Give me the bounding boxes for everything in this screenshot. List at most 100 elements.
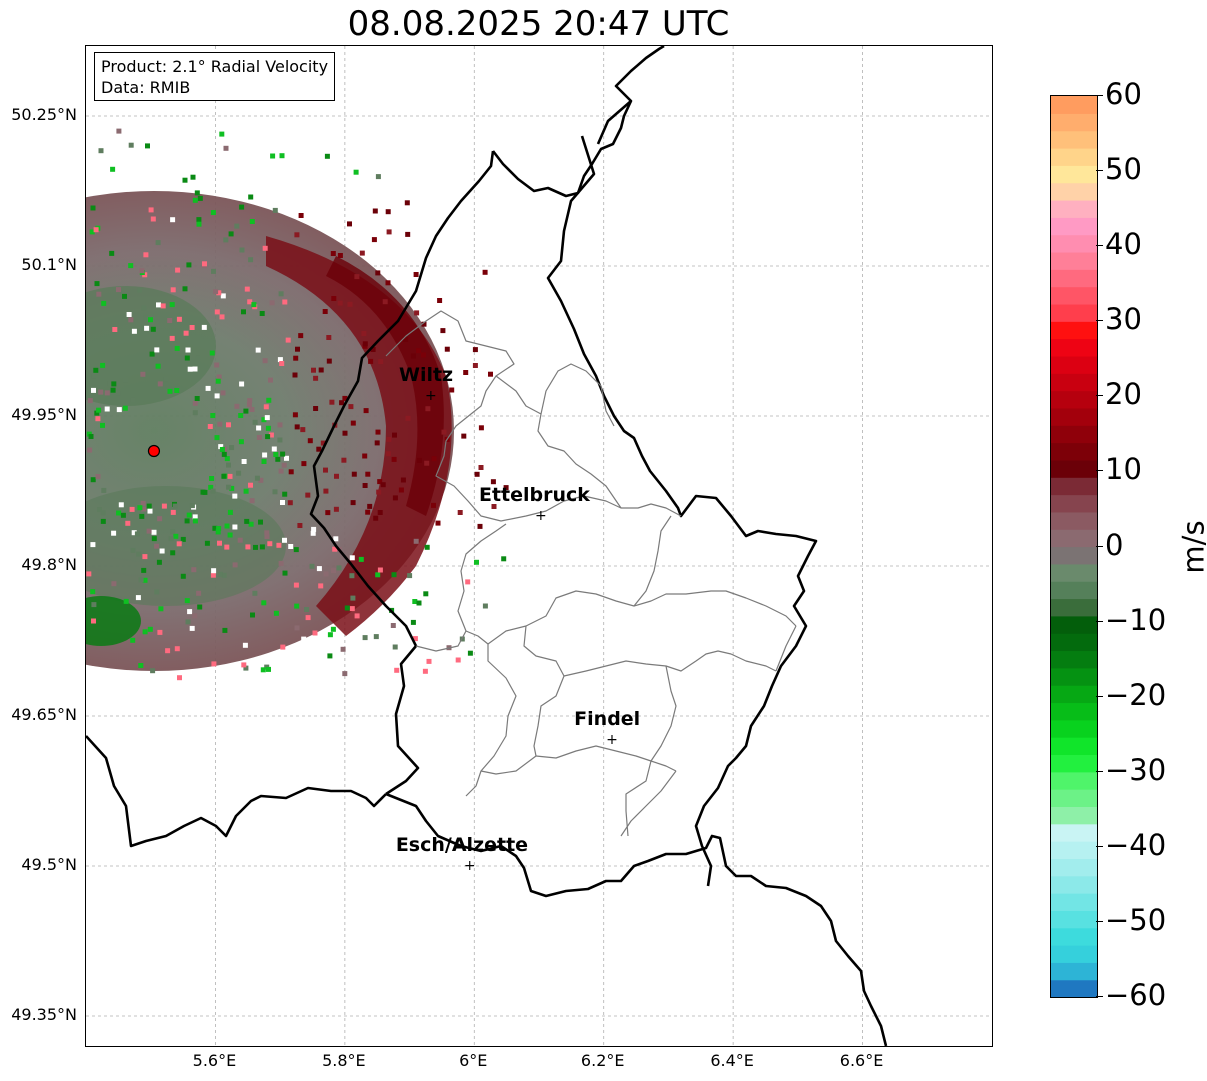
- colorbar-segment: [1051, 321, 1097, 340]
- colorbar-tick-mark: [1096, 620, 1103, 622]
- colorbar-segment: [1051, 893, 1097, 911]
- colorbar-segment: [1051, 927, 1097, 946]
- colorbar-tick-mark: [1096, 996, 1103, 997]
- lon-tick-label: 6.2°E: [580, 1051, 625, 1070]
- colorbar-segment: [1051, 581, 1097, 600]
- lon-tick-label: 6.4°E: [710, 1051, 754, 1070]
- colorbar-segment: [1051, 875, 1097, 894]
- radar-site-marker: [147, 444, 161, 458]
- colorbar-segment: [1051, 390, 1097, 409]
- lon-tick-label: 6.6°E: [839, 1051, 884, 1070]
- colorbar-segment: [1051, 130, 1097, 149]
- colorbar-tick-mark: [1096, 920, 1103, 922]
- colorbar-tick-mark: [1096, 545, 1103, 547]
- colorbar-tick-mark: [1096, 695, 1103, 697]
- lat-tick-label: 49.8°N: [21, 555, 77, 574]
- colorbar-tick-mark: [1096, 770, 1103, 772]
- colorbar-segment: [1051, 529, 1097, 548]
- colorbar-tick-label: −20: [1105, 677, 1167, 712]
- colorbar-tick-mark: [1096, 845, 1103, 847]
- lat-tick-label: 49.65°N: [11, 705, 77, 724]
- colorbar-tick-mark: [1096, 470, 1103, 472]
- colorbar-segment: [1051, 477, 1097, 496]
- colorbar-segment: [1051, 96, 1097, 114]
- colorbar-segment: [1051, 217, 1097, 236]
- colorbar-segment: [1051, 667, 1097, 686]
- colorbar-segment: [1051, 754, 1097, 773]
- colorbar-tick-mark: [1096, 320, 1103, 322]
- colorbar-tick-label: 50: [1105, 152, 1142, 187]
- city-label: Wiltz: [398, 364, 454, 386]
- colorbar-segment: [1051, 806, 1097, 825]
- lat-tick-label: 49.35°N: [11, 1005, 77, 1024]
- city-label: Esch/Alzette: [395, 834, 529, 856]
- lat-tick-label: 50.1°N: [21, 255, 77, 274]
- radar-echo-field: [86, 128, 509, 681]
- colorbar-segment: [1051, 546, 1097, 565]
- colorbar: [1050, 95, 1098, 998]
- colorbar-segment: [1051, 234, 1097, 253]
- colorbar-segment: [1051, 286, 1097, 305]
- colorbar-segment: [1051, 407, 1097, 426]
- colorbar-tick-label: −30: [1105, 752, 1167, 787]
- colorbar-segment: [1051, 199, 1097, 218]
- colorbar-tick-mark: [1096, 395, 1103, 397]
- city-marker: +: [606, 732, 618, 748]
- colorbar-segment: [1051, 442, 1097, 461]
- colorbar-tick-label: −10: [1105, 602, 1167, 637]
- colorbar-segment: [1051, 303, 1097, 322]
- lon-tick-label: 5.8°E: [322, 1051, 366, 1070]
- colorbar-tick-label: −60: [1105, 978, 1167, 1012]
- colorbar-segment: [1051, 979, 1097, 997]
- city-marker: +: [424, 388, 437, 404]
- lon-tick-label: 6°E: [459, 1051, 488, 1070]
- colorbar-segment: [1051, 563, 1097, 582]
- colorbar-segment: [1051, 459, 1097, 478]
- colorbar-segment: [1051, 719, 1097, 738]
- product-label: Product: 2.1° Radial Velocity: [101, 57, 329, 76]
- lon-tick-label: 5.6°E: [192, 1051, 237, 1070]
- lat-tick-label: 49.95°N: [11, 405, 77, 424]
- country-borders: [86, 46, 888, 1046]
- colorbar-segment: [1051, 373, 1097, 392]
- colorbar-segment: [1051, 165, 1097, 184]
- radar-map-svg: [86, 46, 992, 1046]
- colorbar-segment: [1051, 650, 1097, 669]
- colorbar-tick-label: 20: [1105, 377, 1142, 412]
- colorbar-tick-mark: [1096, 170, 1103, 172]
- product-info-box: Product: 2.1° Radial Velocity Data: RMIB: [94, 52, 336, 101]
- colorbar-segment: [1051, 737, 1097, 756]
- colorbar-segment: [1051, 910, 1097, 929]
- colorbar-tick-label: 40: [1105, 227, 1142, 262]
- canton-borders: [385, 310, 797, 837]
- city-marker: +: [535, 508, 547, 524]
- colorbar-segment: [1051, 771, 1097, 790]
- colorbar-segment: [1051, 633, 1097, 652]
- colorbar-segment: [1051, 615, 1097, 634]
- colorbar-segment: [1051, 425, 1097, 444]
- colorbar-segment: [1051, 251, 1097, 270]
- colorbar-tick-label: 60: [1105, 77, 1142, 111]
- colorbar-segment: [1051, 338, 1097, 357]
- lat-tick-label: 49.5°N: [21, 855, 77, 874]
- colorbar-segment: [1051, 598, 1097, 617]
- colorbar-tick-label: −50: [1105, 902, 1167, 937]
- colorbar-segment: [1051, 494, 1097, 513]
- colorbar-tick-label: 30: [1105, 302, 1142, 337]
- colorbar-segment: [1051, 823, 1097, 842]
- colorbar-segment: [1051, 962, 1097, 981]
- colorbar-unit-label: m/s: [1176, 520, 1207, 574]
- map-plot-area: Product: 2.1° Radial Velocity Data: RMIB…: [85, 45, 993, 1047]
- colorbar-segment: [1051, 147, 1097, 166]
- colorbar-segment: [1051, 789, 1097, 808]
- colorbar-segment: [1051, 113, 1097, 132]
- colorbar-segment: [1051, 841, 1097, 859]
- colorbar-segment: [1051, 685, 1097, 704]
- lat-tick-label: 50.25°N: [11, 105, 77, 124]
- colorbar-segment: [1051, 945, 1097, 963]
- map-title: 08.08.2025 20:47 UTC: [347, 4, 730, 44]
- colorbar-segment: [1051, 269, 1097, 288]
- city-label: Ettelbruck: [479, 484, 590, 506]
- colorbar-segment: [1051, 511, 1097, 530]
- colorbar-segment: [1051, 355, 1097, 374]
